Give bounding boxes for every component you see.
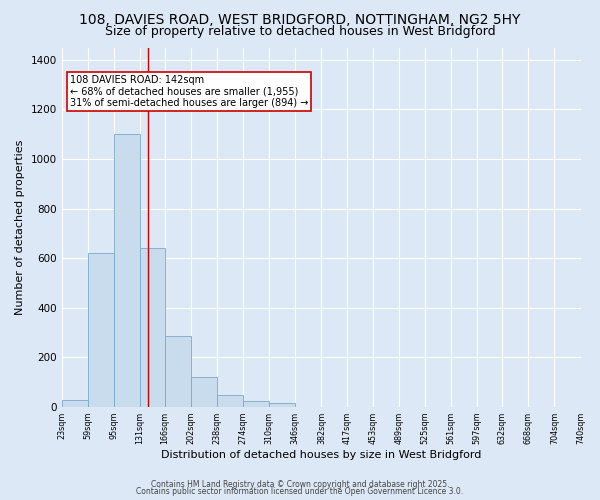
- Text: 108, DAVIES ROAD, WEST BRIDGFORD, NOTTINGHAM, NG2 5HY: 108, DAVIES ROAD, WEST BRIDGFORD, NOTTIN…: [79, 12, 521, 26]
- Bar: [114, 134, 140, 407]
- Bar: [88, 254, 114, 407]
- Text: Contains HM Land Registry data © Crown copyright and database right 2025.: Contains HM Land Registry data © Crown c…: [151, 480, 449, 489]
- X-axis label: Distribution of detached houses by size in West Bridgford: Distribution of detached houses by size …: [161, 450, 481, 460]
- Bar: [191, 377, 217, 407]
- Bar: [165, 336, 191, 407]
- Y-axis label: Number of detached properties: Number of detached properties: [15, 140, 25, 315]
- Bar: [62, 400, 88, 407]
- Text: Contains public sector information licensed under the Open Government Licence 3.: Contains public sector information licen…: [136, 487, 464, 496]
- Text: Size of property relative to detached houses in West Bridgford: Size of property relative to detached ho…: [104, 25, 496, 38]
- Bar: [269, 403, 295, 407]
- Bar: [243, 401, 269, 407]
- Bar: [140, 248, 165, 407]
- Text: 108 DAVIES ROAD: 142sqm
← 68% of detached houses are smaller (1,955)
31% of semi: 108 DAVIES ROAD: 142sqm ← 68% of detache…: [70, 75, 308, 108]
- Bar: [217, 394, 243, 407]
